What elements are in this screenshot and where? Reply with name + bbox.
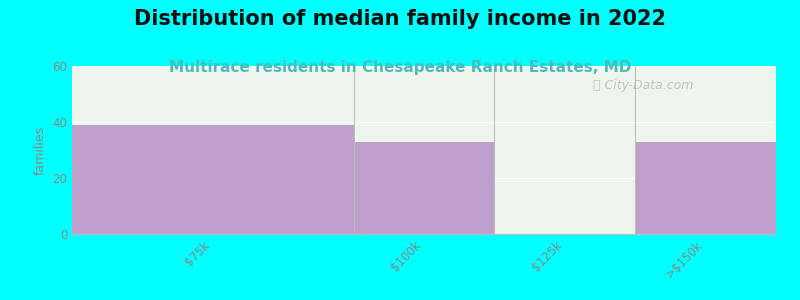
Bar bbox=[354, 142, 494, 234]
Text: ⓘ City-Data.com: ⓘ City-Data.com bbox=[593, 80, 694, 92]
Text: Distribution of median family income in 2022: Distribution of median family income in … bbox=[134, 9, 666, 29]
Bar bbox=[72, 125, 354, 234]
Bar bbox=[635, 142, 776, 234]
Y-axis label: families: families bbox=[34, 125, 46, 175]
Text: Multirace residents in Chesapeake Ranch Estates, MD: Multirace residents in Chesapeake Ranch … bbox=[169, 60, 631, 75]
